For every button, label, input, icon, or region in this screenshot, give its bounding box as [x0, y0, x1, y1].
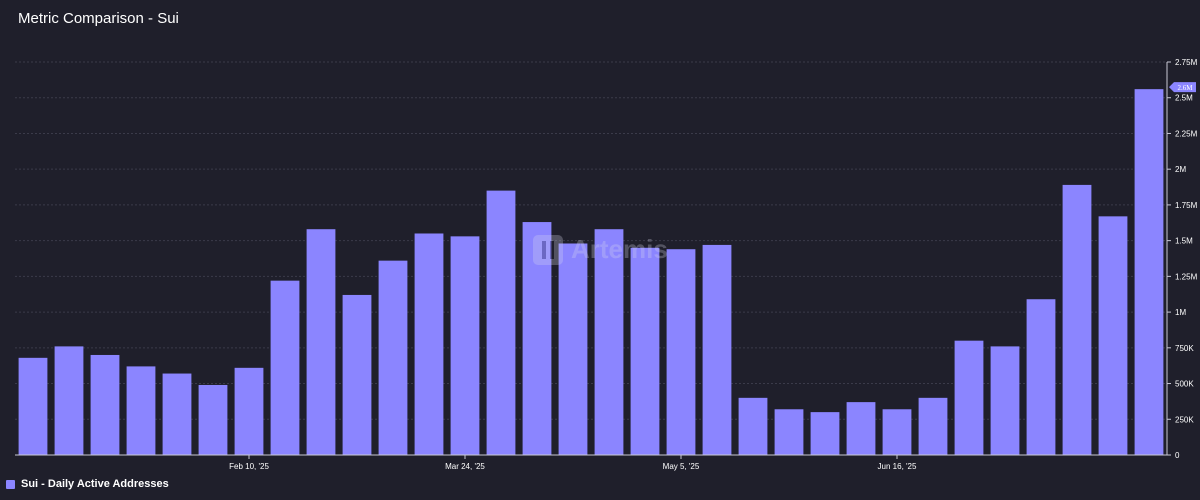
bar[interactable]: [18, 357, 48, 455]
bar[interactable]: [270, 280, 300, 455]
y-tick-label: 0: [1175, 451, 1180, 460]
bar[interactable]: [450, 236, 480, 455]
y-tick-label: 250K: [1175, 415, 1194, 424]
x-tick-label: Feb 10, '25: [229, 462, 269, 471]
bar[interactable]: [810, 412, 840, 455]
bar[interactable]: [918, 397, 948, 455]
x-tick-label: May 5, '25: [663, 462, 700, 471]
bar[interactable]: [90, 354, 120, 455]
bar[interactable]: [378, 260, 408, 455]
y-axis: 0 250K 500K 750K 1M 1.25M 1.5M 1.75M 2M 2.25M 2.5M…: [1166, 58, 1198, 460]
bar[interactable]: [954, 340, 984, 455]
bar[interactable]: [1026, 299, 1056, 455]
bar[interactable]: [54, 346, 84, 455]
bar[interactable]: [738, 397, 768, 455]
bar[interactable]: [846, 402, 876, 455]
x-tick-label: Mar 24, '25: [445, 462, 485, 471]
bar[interactable]: [630, 247, 660, 455]
y-tick-label: 2.75M: [1175, 58, 1198, 67]
x-tick-label: Jun 16, '25: [878, 462, 917, 471]
legend-label: Sui - Daily Active Addresses: [21, 478, 169, 490]
y-tick-label: 2M: [1175, 165, 1186, 174]
bar[interactable]: [774, 409, 804, 455]
bar[interactable]: [306, 229, 336, 455]
bar[interactable]: [1062, 184, 1092, 455]
bar[interactable]: [990, 346, 1020, 455]
y-tick-label: 750K: [1175, 344, 1194, 353]
legend-swatch: [6, 479, 15, 489]
bars: [18, 89, 1164, 456]
bar[interactable]: [1098, 216, 1128, 455]
last-value-badge-group: 2.6M: [1169, 82, 1196, 93]
bar[interactable]: [198, 384, 228, 455]
bar[interactable]: [666, 249, 696, 455]
bar[interactable]: [522, 222, 552, 455]
bar[interactable]: [558, 243, 588, 455]
bar[interactable]: [126, 366, 156, 455]
y-tick-label: 1.5M: [1175, 237, 1193, 246]
y-tick-label: 2.25M: [1175, 129, 1198, 138]
y-tick-label: 1.75M: [1175, 201, 1198, 210]
y-tick-label: 1M: [1175, 308, 1186, 317]
bar[interactable]: [486, 190, 516, 456]
chart-title: Metric Comparison - Sui: [18, 10, 179, 27]
x-axis: Feb 10, '25 Mar 24, '25 May 5, '25 Jun 16, …: [15, 454, 1167, 471]
bar[interactable]: [882, 409, 912, 455]
legend[interactable]: Sui - Daily Active Addresses: [6, 478, 169, 490]
bar[interactable]: [1134, 89, 1164, 456]
last-value-badge-label: 2.6M: [1178, 84, 1194, 92]
y-tick-label: 2.5M: [1175, 94, 1193, 103]
bar[interactable]: [594, 229, 624, 455]
bar[interactable]: [414, 233, 444, 455]
y-tick-label: 500K: [1175, 380, 1194, 389]
bar[interactable]: [702, 244, 732, 455]
bar[interactable]: [162, 373, 192, 455]
last-value-badge: [1169, 82, 1196, 93]
y-tick-label: 1.25M: [1175, 272, 1198, 281]
bar[interactable]: [234, 367, 264, 455]
bar[interactable]: [342, 294, 372, 455]
